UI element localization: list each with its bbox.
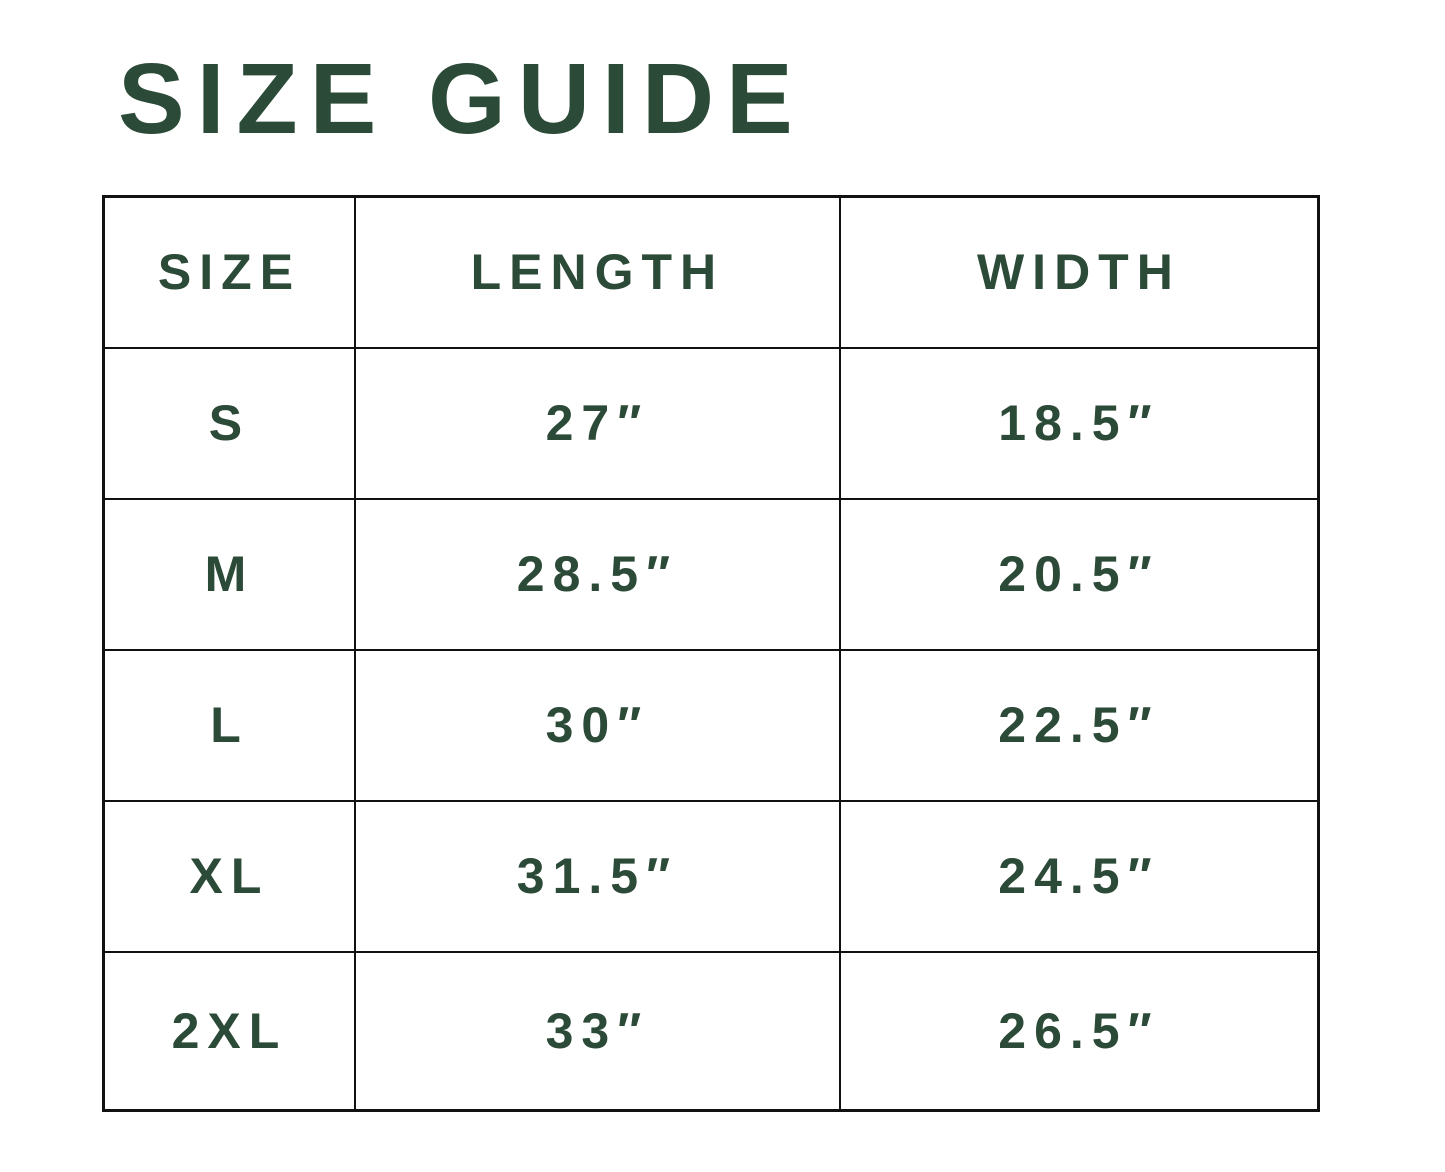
cell-size: XL <box>102 799 356 953</box>
cell-size: S <box>102 346 356 500</box>
table-row: S 27″ 18.5″ <box>102 346 1320 500</box>
table-row: 2XL 33″ 26.5″ <box>102 950 1320 1112</box>
header-width: WIDTH <box>838 195 1320 349</box>
cell-size: L <box>102 648 356 802</box>
cell-width: 26.5″ <box>838 950 1320 1112</box>
table-header-row: SIZE LENGTH WIDTH <box>102 195 1320 349</box>
cell-width: 24.5″ <box>838 799 1320 953</box>
table-row: XL 31.5″ 24.5″ <box>102 799 1320 953</box>
cell-width: 18.5″ <box>838 346 1320 500</box>
size-table: SIZE LENGTH WIDTH S 27″ 18.5″ M 28.5″ 20… <box>102 195 1320 1112</box>
cell-size: 2XL <box>102 950 356 1112</box>
header-length: LENGTH <box>353 195 841 349</box>
cell-length: 31.5″ <box>353 799 841 953</box>
cell-width: 20.5″ <box>838 497 1320 651</box>
cell-width: 22.5″ <box>838 648 1320 802</box>
header-size: SIZE <box>102 195 356 349</box>
cell-length: 30″ <box>353 648 841 802</box>
page-title: SIZE GUIDE <box>118 43 805 155</box>
cell-size: M <box>102 497 356 651</box>
table-row: M 28.5″ 20.5″ <box>102 497 1320 651</box>
table-row: L 30″ 22.5″ <box>102 648 1320 802</box>
cell-length: 28.5″ <box>353 497 841 651</box>
cell-length: 33″ <box>353 950 841 1112</box>
cell-length: 27″ <box>353 346 841 500</box>
